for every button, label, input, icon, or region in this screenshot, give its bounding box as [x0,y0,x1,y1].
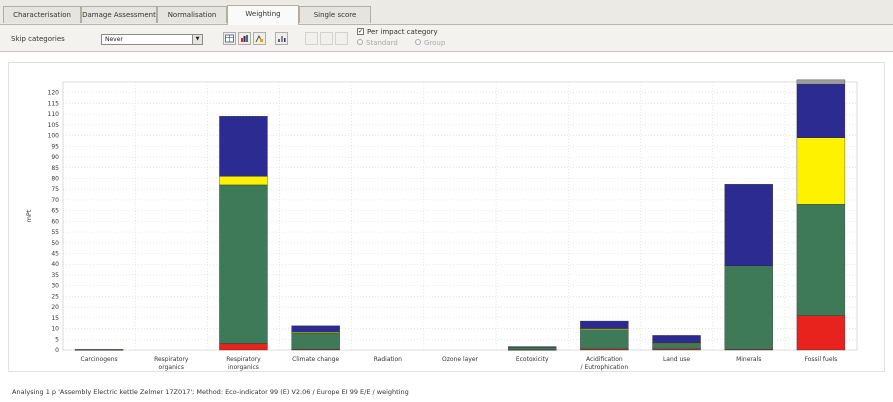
y-tick-label: 5 [55,336,59,343]
y-tick-label: 65 [51,208,59,215]
bar-segment [796,79,846,85]
y-tick-label: 120 [48,90,60,97]
tab-bar: Characterisation Damage Assessment Norma… [0,0,893,25]
bar-segment [508,347,557,350]
y-tick-label: 35 [51,272,59,279]
y-tick-label: 100 [48,133,60,140]
bar-segment [652,335,701,344]
x-tick-label: / Eutrophication [581,364,629,371]
stacked-chart-icon[interactable] [253,32,266,45]
bar-segment [219,184,268,344]
toolbar: Skip categories Never ▼ ✓ Per impact cat… [0,25,893,52]
stacked-bar-chart: 0 5 10 15 20 25 30 35 40 45 50 55 60 65 70 75 80 85 90 95 10… [25,79,858,371]
bar-segment [724,265,773,350]
bar-segment [796,315,846,351]
standard-radio[interactable] [357,39,363,45]
copy-icon[interactable] [320,32,333,45]
tab-damage-assessment[interactable]: Damage Assessment [81,6,157,23]
y-tick-label: 115 [48,100,60,107]
x-tick-label: Respiratory [226,356,261,363]
y-tick-label: 60 [51,218,59,225]
bar-segment [580,329,629,350]
y-tick-label: 45 [51,251,59,258]
y-tick-label: 90 [51,154,59,161]
y-tick-label: 80 [51,175,59,182]
y-tick-label: 75 [51,186,59,193]
bar-segment [291,333,340,350]
bar-segment [724,184,773,266]
y-tick-label: 0 [55,347,59,354]
bar-segment [219,176,268,186]
bar-segment [796,137,846,205]
x-tick-label: Minerals [736,356,761,363]
bar-segment [652,343,701,350]
x-tick-label: organics [159,364,184,371]
per-impact-category-checkbox[interactable]: ✓ [357,28,364,35]
bar-segment [796,83,846,138]
x-tick-label: inorganics [228,364,259,371]
bar-segment [580,320,629,329]
chart-options-icon[interactable] [275,32,288,45]
x-tick-label: Radiation [374,356,403,363]
y-axis-label: mPt [25,209,33,222]
y-tick-label: 25 [51,293,59,300]
bar-segment [508,346,557,348]
print-icon[interactable] [335,32,348,45]
skip-categories-select[interactable]: Never ▼ [101,34,203,45]
y-tick-label: 50 [51,240,59,247]
x-tick-label: Fossil fuels [805,356,838,363]
status-bar-text: Analysing 1 p 'Assembly Electric kettle … [12,388,409,396]
table-view-icon[interactable] [223,32,236,45]
bar-chart-icon[interactable] [238,32,251,45]
export-icon[interactable] [305,32,318,45]
tab-normalisation[interactable]: Normalisation [157,6,227,23]
x-tick-label: Ecotoxicity [516,356,549,363]
y-tick-label: 70 [51,197,59,204]
y-tick-label: 105 [48,122,60,129]
x-tick-label: Respiratory [154,356,189,363]
y-tick-label: 95 [51,143,59,150]
x-tick-label: Carcinogens [81,356,118,363]
skip-categories-value: Never [105,36,123,43]
bar-segment [74,349,124,351]
standard-label: Standard [366,39,398,47]
x-tick-label: Ozone layer [442,356,479,363]
group-radio[interactable] [415,39,421,45]
x-tick-label: Climate change [292,356,339,363]
per-impact-category-label: Per impact category [367,28,438,36]
y-tick-label: 30 [51,283,59,290]
y-tick-label: 55 [51,229,59,236]
y-tick-label: 10 [51,326,59,333]
bar-segment [219,116,268,177]
y-tick-label: 15 [51,315,59,322]
chevron-down-icon[interactable]: ▼ [192,35,202,44]
tab-single-score[interactable]: Single score [299,6,371,23]
bar-segment [796,204,846,316]
skip-categories-label: Skip categories [11,35,65,43]
x-tick-label: Acidification [586,356,623,363]
y-tick-label: 85 [51,165,59,172]
y-tick-label: 40 [51,261,59,268]
bar-segment [291,325,340,333]
bar-segment [219,343,268,351]
y-tick-label: 20 [51,304,59,311]
y-tick-label: 110 [48,111,60,118]
group-label: Group [424,39,446,47]
tab-weighting[interactable]: Weighting [227,5,299,25]
chart-panel: 0 5 10 15 20 25 30 35 40 45 50 55 60 65 70 75 80 85 90 95 10… [8,62,885,372]
tab-characterisation[interactable]: Characterisation [3,6,81,23]
x-tick-label: Land use [663,356,690,363]
